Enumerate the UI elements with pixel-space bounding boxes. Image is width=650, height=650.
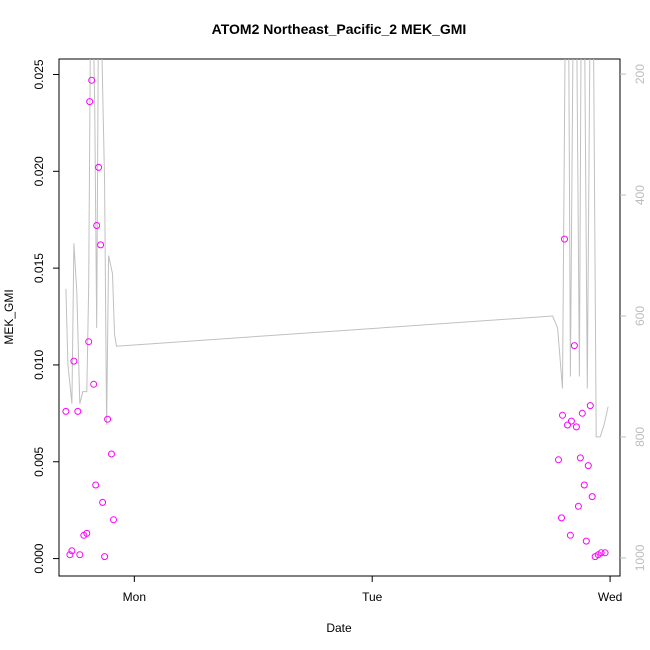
data-point [558, 514, 565, 522]
data-point [68, 547, 76, 555]
data-point [559, 411, 566, 419]
x-axis: Mon Tue Wed [123, 576, 622, 604]
y-tick-label: 0.010 [32, 350, 46, 380]
data-point [97, 241, 105, 249]
points-layer [62, 76, 609, 561]
x-tick-label: Mon [123, 590, 146, 604]
data-point [108, 450, 115, 458]
data-point [93, 222, 101, 229]
data-point [70, 357, 78, 365]
y-axis-label: MEK_GMI [2, 289, 16, 344]
y-right-tick-label: 400 [633, 185, 647, 205]
data-point [566, 531, 574, 539]
y-right-tick-label: 600 [633, 306, 647, 326]
y-right-tick-label: 200 [633, 64, 647, 84]
y-tick-label: 0.000 [32, 543, 46, 573]
data-point [567, 417, 575, 425]
data-point [92, 481, 100, 489]
data-point [555, 456, 562, 464]
y-tick-label: 0.020 [32, 156, 46, 186]
data-point [88, 76, 96, 84]
data-point [588, 493, 596, 501]
data-point [66, 551, 74, 559]
data-point [85, 338, 93, 346]
x-tick-label: Wed [598, 590, 622, 604]
data-point [561, 235, 568, 243]
y-right-tick-label: 1000 [633, 544, 647, 571]
y-tick-label: 0.015 [32, 253, 46, 283]
data-point [110, 516, 117, 524]
data-point [601, 549, 609, 557]
data-point [580, 481, 588, 489]
series-line [65, 59, 609, 438]
data-point [90, 380, 98, 388]
data-point [574, 502, 582, 510]
data-point [62, 407, 70, 415]
data-point [83, 529, 91, 537]
y-tick-label: 0.005 [32, 446, 46, 476]
line-layer [65, 59, 609, 438]
data-point [76, 551, 84, 559]
data-point [582, 537, 590, 545]
y-tick-label: 0.025 [32, 59, 46, 89]
data-point [95, 163, 103, 171]
data-point [74, 407, 82, 415]
data-point [584, 462, 592, 470]
x-tick-label: Tue [362, 590, 383, 604]
data-point [564, 421, 571, 429]
data-point [586, 402, 594, 410]
chart-title: ATOM2 Northeast_Pacific_2 MEK_GMI [212, 21, 467, 37]
data-point [101, 553, 109, 561]
y-axis: 0.000 0.005 0.010 0.015 0.020 0.025 [32, 59, 59, 574]
y-right-tick-label: 800 [633, 427, 647, 447]
data-point [578, 409, 586, 417]
data-point [104, 415, 112, 423]
data-point [572, 423, 580, 431]
data-point [576, 454, 584, 462]
data-point [597, 549, 605, 557]
data-point [86, 98, 94, 106]
plot-frame [58, 58, 621, 577]
data-point [570, 342, 578, 350]
y-axis-right: 200 400 600 800 1000 [620, 64, 647, 571]
data-point [99, 498, 107, 506]
x-axis-label: Date [326, 621, 352, 635]
